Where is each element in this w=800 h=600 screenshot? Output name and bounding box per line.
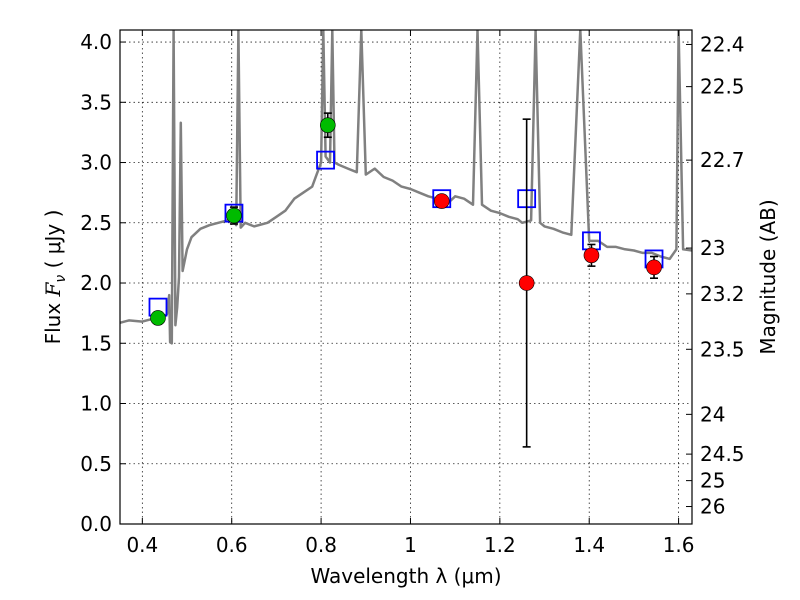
- nir-data-point: [583, 247, 600, 264]
- y-tick-label: 1.5: [80, 331, 112, 355]
- y-axis-label-prefix: Flux: [41, 296, 65, 344]
- optical-data-point: [226, 207, 242, 224]
- y2-axis-label: Magnitude (AB): [756, 199, 780, 354]
- spectrum-line: [120, 30, 692, 345]
- y2-tick-label: 25: [700, 469, 725, 493]
- optical-data-point: [150, 310, 166, 326]
- optical-data-point: [319, 117, 336, 133]
- y2-tick-label: 23: [700, 236, 725, 260]
- y-tick-label: 3.5: [80, 90, 112, 114]
- y-axis-ticks: 0.0 0.5 1.0 1.5 2.0 2.5 3.0 3.5 4.0: [80, 30, 126, 536]
- x-axis-label: Wavelength λ (μm): [310, 564, 501, 588]
- y2-tick-label: 23.2: [700, 282, 745, 306]
- y2-tick-label: 23.5: [700, 337, 745, 361]
- y2-tick-label: 24: [700, 402, 725, 426]
- y-tick-label: 4.0: [80, 30, 112, 54]
- y-tick-label: 0.5: [80, 452, 112, 476]
- y-axis-label: Flux Fν ( μJy ): [41, 210, 69, 345]
- x-tick-label: 1.4: [573, 533, 605, 557]
- x-tick-label: 1.6: [663, 533, 695, 557]
- data-points: [150, 112, 662, 448]
- y-tick-label: 0.0: [80, 512, 112, 536]
- y-axis-label-symbol: F: [41, 281, 65, 297]
- x-tick-label: 1.2: [484, 533, 516, 557]
- x-tick-label: 0.6: [216, 533, 248, 557]
- y2-tick-label: 22.7: [700, 148, 745, 172]
- y2-tick-label: 24.5: [700, 442, 745, 466]
- y-tick-label: 2.5: [80, 211, 112, 235]
- plot-background: [120, 30, 692, 524]
- y-axis-label-subscript: ν: [53, 275, 69, 283]
- y-tick-label: 2.0: [80, 271, 112, 295]
- spectrum: [120, 30, 692, 345]
- x-axis-ticks: 0.4 0.6 0.8 1 1.2 1.4 1.6: [126, 30, 695, 557]
- model-box: [316, 150, 335, 170]
- x-tick-label: 0.4: [126, 533, 158, 557]
- nir-data-point: [518, 275, 535, 291]
- y-axis-label-suffix: ( μJy ): [41, 210, 65, 275]
- nir-data-point: [646, 259, 662, 276]
- y-tick-label: 1.0: [80, 392, 112, 416]
- plot-frame: [119, 29, 693, 525]
- nir-data-point: [433, 193, 450, 209]
- y2-tick-label: 22.5: [700, 75, 745, 99]
- y-tick-label: 3.0: [80, 151, 112, 175]
- y2-tick-label: 26: [700, 495, 725, 519]
- x-tick-label: 1: [404, 533, 417, 557]
- y2-tick-label: 22.4: [700, 32, 745, 56]
- x-tick-label: 0.8: [305, 533, 337, 557]
